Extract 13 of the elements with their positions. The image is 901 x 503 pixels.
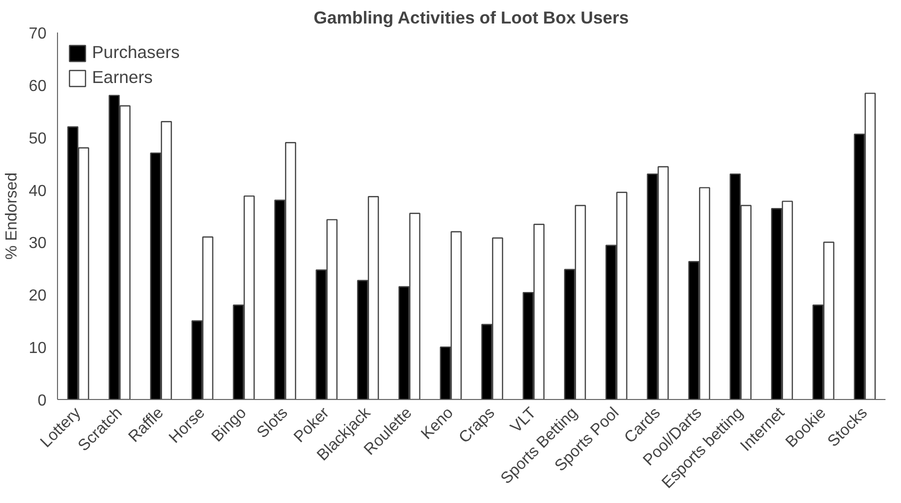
y-tick-label: 0: [38, 392, 47, 410]
y-tick-label: 60: [28, 78, 47, 95]
y-tick-label: 40: [28, 182, 47, 200]
legend-label: Purchasers: [92, 42, 180, 63]
y-tick-label: 70: [28, 26, 47, 42]
y-tick-label: 10: [28, 340, 47, 358]
y-axis-title: % Endorsed: [4, 172, 21, 260]
x-tick-label: VLT: [508, 404, 540, 436]
chart-title: Gambling Activities of Loot Box Users: [314, 8, 629, 28]
legend-label: Earners: [92, 67, 153, 88]
y-tick-label: 20: [28, 288, 47, 305]
y-tick-label: 50: [28, 130, 47, 148]
y-tick-label: 30: [28, 235, 47, 252]
